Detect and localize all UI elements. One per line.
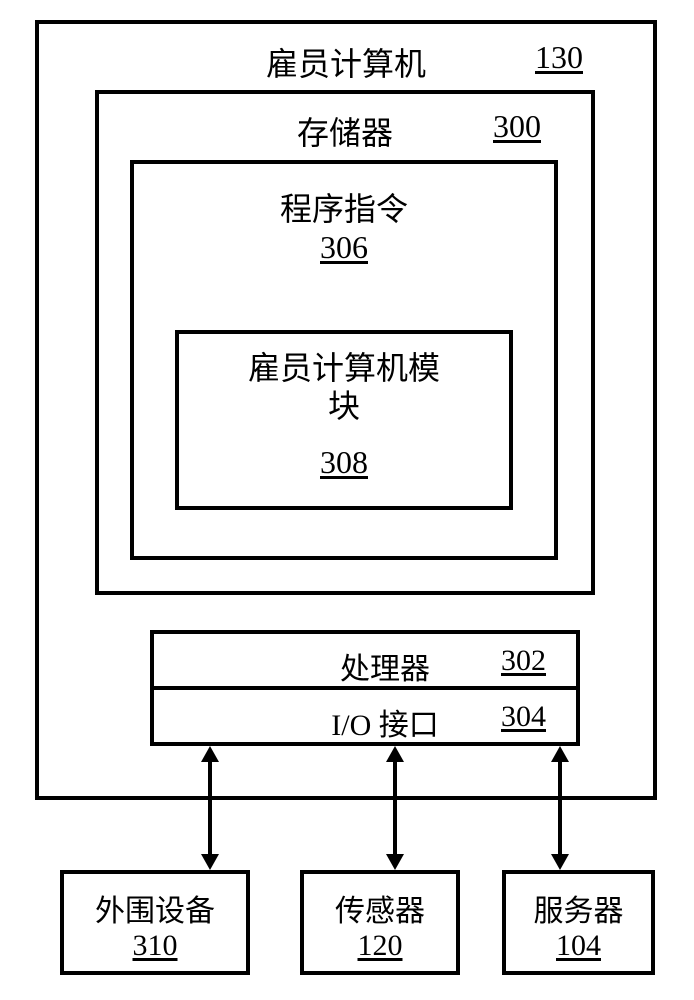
arrow-server-line: [558, 760, 562, 856]
arrow-peripheral-down-icon: [201, 854, 219, 870]
peripheral-box: 外围设备 310: [60, 870, 250, 975]
sensor-box: 传感器 120: [300, 870, 460, 975]
processor-box: 处理器 302: [150, 630, 580, 690]
peripheral-label: 外围设备: [64, 886, 246, 930]
server-box: 服务器 104: [502, 870, 655, 975]
employee-computer-module-label: 雇员计算机模块: [179, 349, 509, 425]
server-label: 服务器: [506, 886, 651, 930]
processor-num: 302: [501, 644, 546, 678]
program-instructions-label: 程序指令: [134, 184, 554, 230]
employee-computer-module-box: 雇员计算机模块 308: [175, 330, 513, 510]
arrow-peripheral-line: [208, 760, 212, 856]
arrow-sensor-down-icon: [386, 854, 404, 870]
sensor-num: 120: [304, 929, 456, 963]
io-interface-box: I/O 接口 304: [150, 686, 580, 746]
arrow-sensor-line: [393, 760, 397, 856]
peripheral-num: 310: [64, 929, 246, 963]
sensor-label: 传感器: [304, 886, 456, 930]
arrow-server-down-icon: [551, 854, 569, 870]
employee-computer-module-num: 308: [179, 444, 509, 481]
module-label-line1: 雇员计算机模块: [244, 349, 444, 425]
io-interface-num: 304: [501, 700, 546, 734]
program-instructions-num: 306: [134, 229, 554, 266]
server-num: 104: [506, 929, 651, 963]
employee-computer-num: 130: [535, 39, 583, 76]
memory-num: 300: [493, 108, 541, 145]
